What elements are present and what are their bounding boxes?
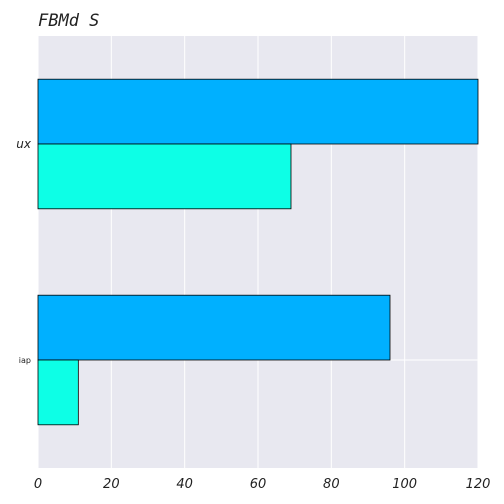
bars bbox=[37, 78, 479, 426]
tick-labels: 0 20 40 60 80 100 120 ux iap bbox=[16, 137, 490, 492]
x-tick-label: 20 bbox=[103, 477, 120, 492]
x-tick-label: 40 bbox=[176, 477, 193, 492]
x-tick-label: 80 bbox=[323, 477, 340, 492]
y-tick-label-iap: iap bbox=[19, 356, 31, 365]
bar-iap-series2 bbox=[37, 359, 79, 426]
bar-iap-series1 bbox=[37, 294, 391, 361]
bar-ux-series2 bbox=[37, 143, 292, 210]
x-tick-label: 120 bbox=[466, 477, 491, 492]
y-tick-label-ux: ux bbox=[16, 137, 32, 151]
bar-ux-series1 bbox=[37, 78, 479, 145]
x-tick-label: 0 bbox=[34, 477, 42, 492]
chart-title: FBMd S bbox=[38, 11, 99, 31]
x-tick-label: 60 bbox=[250, 477, 267, 492]
x-tick-label: 100 bbox=[392, 477, 417, 492]
